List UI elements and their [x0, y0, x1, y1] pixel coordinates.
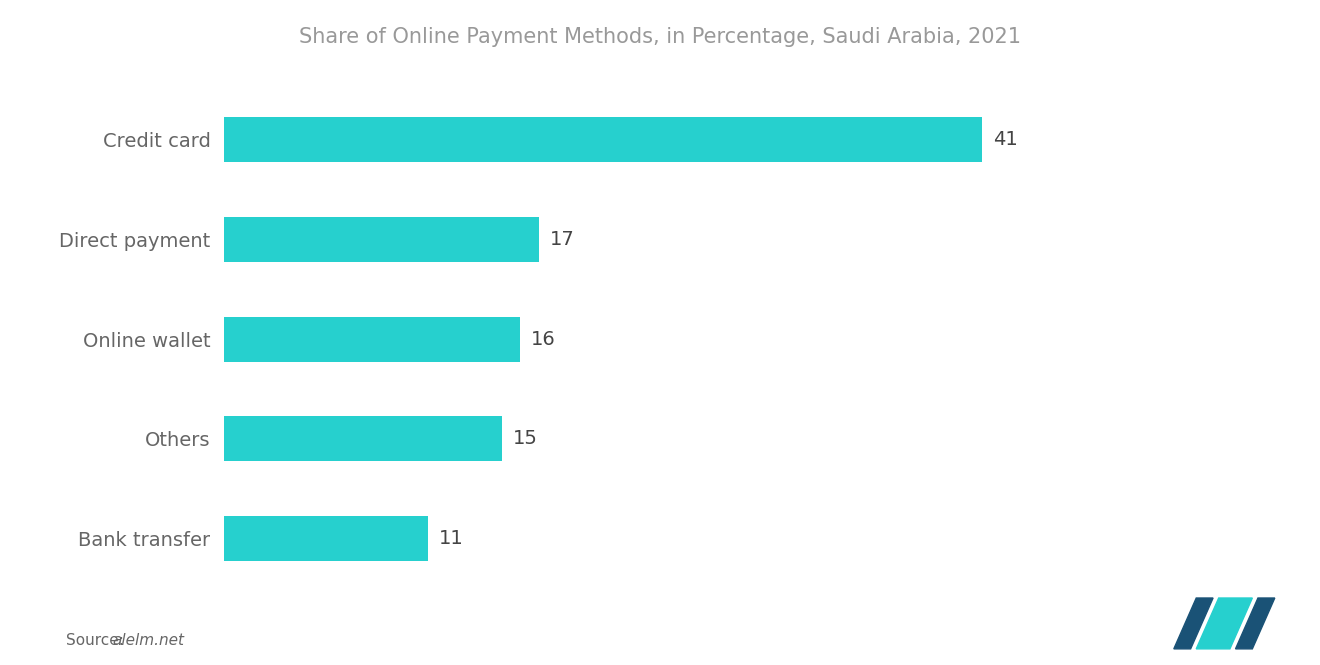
Bar: [224, 317, 520, 362]
Bar: [224, 416, 502, 462]
Polygon shape: [1236, 598, 1275, 649]
Text: 16: 16: [531, 330, 556, 348]
Polygon shape: [1173, 598, 1213, 649]
Bar: [224, 217, 539, 262]
Text: Source:: Source:: [66, 633, 129, 648]
Bar: [224, 516, 428, 561]
Text: 17: 17: [549, 230, 574, 249]
Polygon shape: [1196, 598, 1253, 649]
Text: 11: 11: [438, 529, 463, 548]
Bar: [224, 117, 982, 162]
Text: 15: 15: [512, 430, 537, 448]
Text: 41: 41: [993, 130, 1018, 149]
Text: alelm.net: alelm.net: [112, 633, 185, 648]
Text: Share of Online Payment Methods, in Percentage, Saudi Arabia, 2021: Share of Online Payment Methods, in Perc…: [300, 27, 1020, 47]
